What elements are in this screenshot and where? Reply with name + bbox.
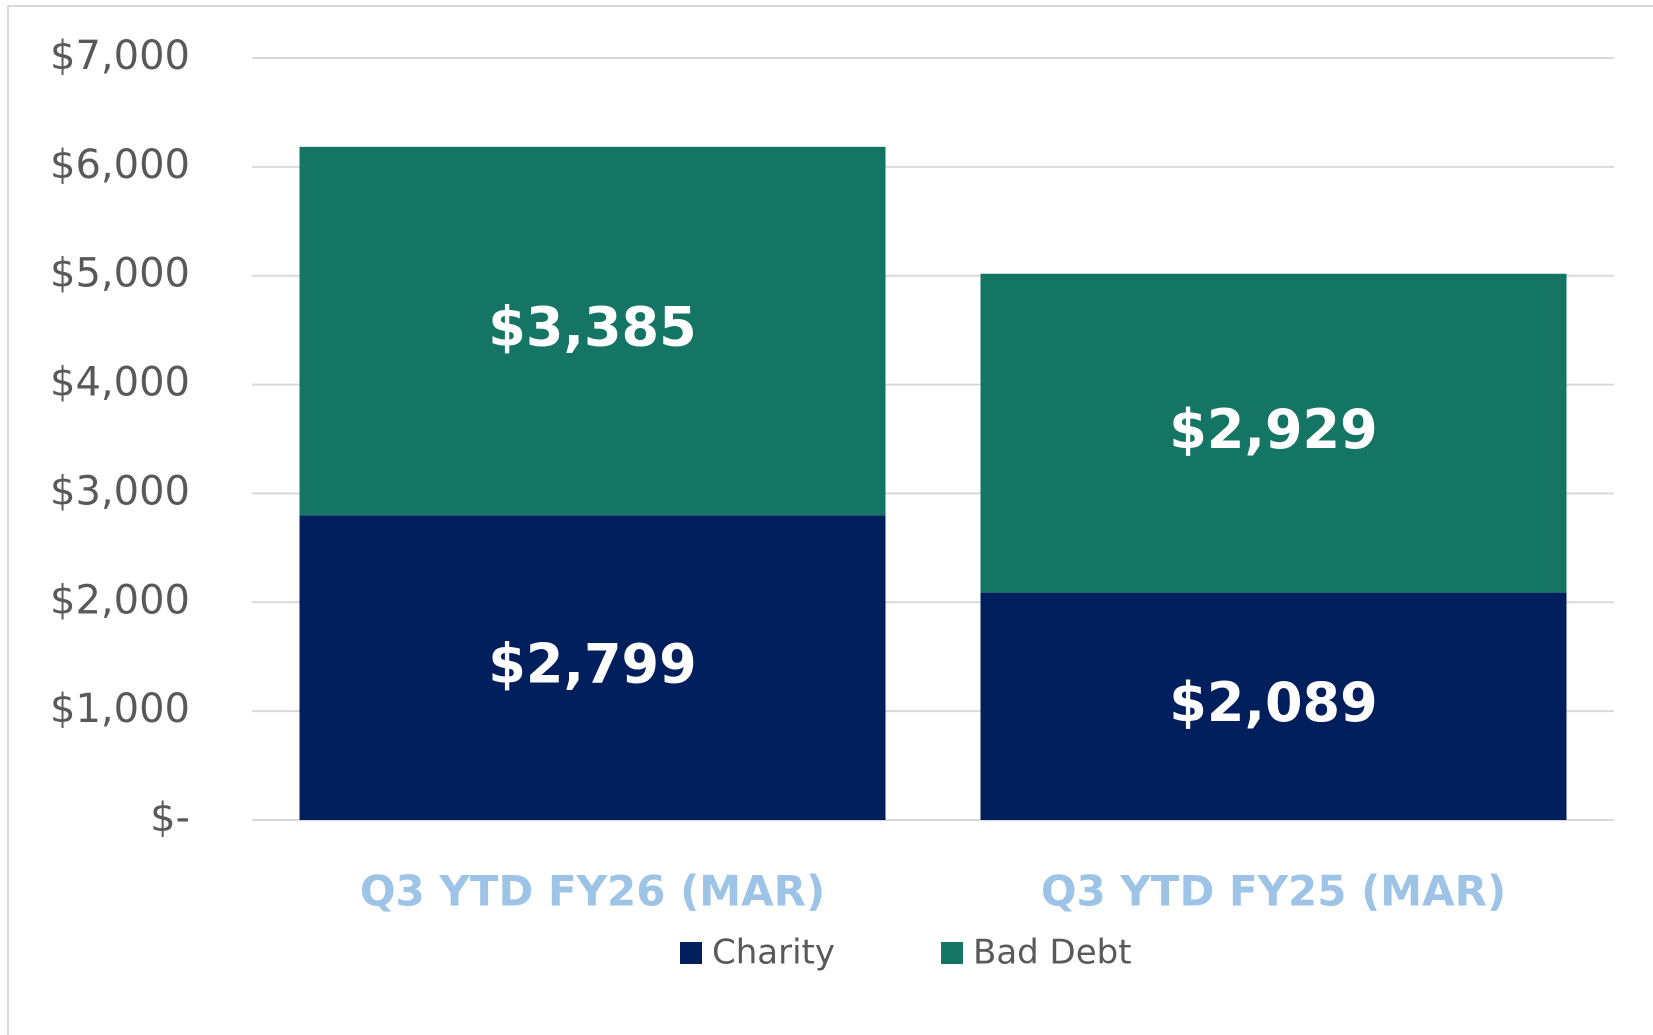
y-tick-label: $6,000 — [50, 142, 190, 188]
y-tick-label: $- — [150, 795, 190, 841]
legend-swatch — [680, 942, 702, 964]
x-tick-label: Q3 YTD FY25 (MAR) — [1041, 867, 1506, 916]
y-tick-label: $1,000 — [50, 686, 190, 732]
legend-label: Bad Debt — [973, 933, 1132, 973]
legend-swatch — [941, 942, 963, 964]
x-tick-label: Q3 YTD FY26 (MAR) — [360, 867, 825, 916]
data-label: $2,929 — [1169, 398, 1377, 461]
y-tick-label: $5,000 — [50, 251, 190, 297]
chart-border — [7, 5, 1653, 1035]
y-tick-label: $4,000 — [50, 360, 190, 406]
y-tick-label: $7,000 — [50, 33, 190, 79]
bar-segment — [299, 515, 886, 820]
y-tick-label: $2,000 — [50, 577, 190, 623]
legend-label: Charity — [712, 933, 835, 973]
data-label: $3,385 — [488, 296, 696, 359]
bar-segment — [980, 273, 1567, 593]
bar-segment — [980, 592, 1567, 820]
bar-segment — [299, 146, 886, 516]
y-tick-label: $3,000 — [50, 468, 190, 514]
data-label: $2,799 — [488, 632, 696, 695]
data-label: $2,089 — [1169, 671, 1377, 734]
